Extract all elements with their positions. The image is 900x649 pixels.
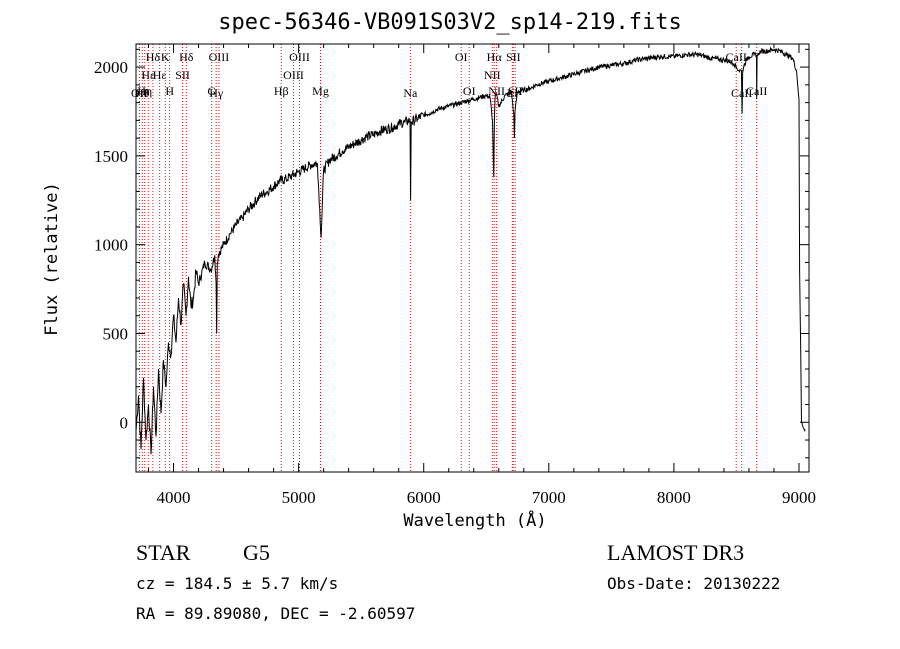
line-label-26: CaII — [726, 50, 747, 64]
redshift-cz: cz = 184.5 ± 5.7 km/s — [136, 574, 339, 593]
axis-tick-labels: 4000 5000 6000 7000 8000 9000 0 500 1000 1500 2000 — [94, 58, 816, 507]
line-label-12: G — [207, 84, 216, 98]
line-label-17: Na — [403, 86, 418, 100]
line-label-19: OI — [463, 84, 476, 98]
y-tick-label-4: 2000 — [94, 58, 128, 77]
line-label-15: OIII — [289, 50, 310, 64]
line-label-7: H — [165, 84, 174, 98]
line-label-14: OIII — [283, 68, 304, 82]
x-tick-label-1: 5000 — [282, 488, 316, 507]
y-tick-label-1: 500 — [103, 324, 129, 343]
line-label-1: Hθ — [135, 86, 150, 100]
x-tick-label-4: 8000 — [657, 488, 691, 507]
line-label-11: OIII — [209, 50, 230, 64]
line-label-8: SII — [175, 68, 190, 82]
axis-ticks — [136, 44, 809, 472]
x-tick-label-5: 9000 — [782, 488, 816, 507]
line-label-24: SII — [506, 50, 521, 64]
line-label-23: Li — [507, 86, 518, 100]
plot-border — [135, 43, 810, 473]
line-label-3: Hε — [141, 68, 155, 82]
line-label-21: Hα — [487, 50, 503, 64]
object-class: STAR — [136, 540, 191, 565]
chart-title: spec-56346-VB091S03V2_sp14-219.fits — [218, 10, 682, 35]
x-tick-label-2: 6000 — [407, 488, 441, 507]
x-axis-label: Wavelength (Å) — [403, 511, 547, 531]
ra-dec-coordinates: RA = 89.89080, DEC = -2.60597 — [136, 604, 416, 623]
y-tick-label-0: 0 — [120, 413, 129, 432]
series-flux — [135, 46, 806, 455]
line-label-22: NII — [488, 84, 505, 98]
y-axis-label: Flux (relative) — [42, 182, 62, 336]
survey-name: LAMOST DR3 — [607, 540, 745, 565]
y-tick-label-2: 1000 — [94, 236, 128, 255]
line-label-2: Hη — [137, 84, 152, 98]
line-label-0: OII — [131, 86, 148, 100]
line-label-6: K — [161, 50, 170, 64]
emission-line-markers — [138, 44, 758, 472]
x-tick-label-3: 7000 — [532, 488, 566, 507]
x-tick-label-0: 4000 — [157, 488, 191, 507]
line-label-5: Hε — [153, 68, 167, 82]
flux-series — [135, 46, 806, 455]
y-tick-label-3: 1500 — [94, 147, 128, 166]
plot-frame — [135, 43, 810, 473]
line-label-18: OI — [455, 50, 468, 64]
line-label-13: Hβ — [274, 84, 289, 98]
object-subclass: G5 — [243, 540, 270, 565]
line-label-20: NII — [484, 68, 501, 82]
line-label-16: Mg — [312, 84, 329, 98]
observation-date: Obs-Date: 20130222 — [607, 574, 781, 593]
line-label-4: Hδ — [146, 50, 161, 64]
line-label-9: Hδ — [179, 50, 194, 64]
line-label-10: Hγ — [209, 86, 224, 100]
